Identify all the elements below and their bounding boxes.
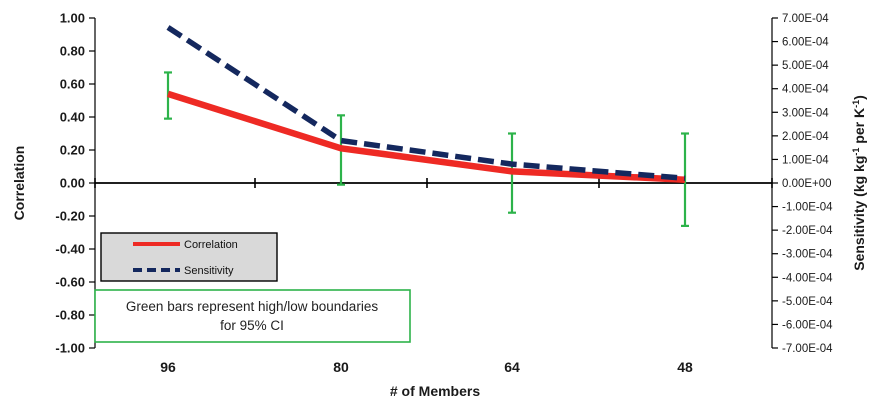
x-tick-label: 96 (160, 359, 176, 375)
x-tick-label: 64 (504, 359, 520, 375)
x-ticks: 96 80 64 48 (94, 178, 773, 375)
right-y-tick-label: -5.00E-04 (782, 296, 833, 308)
x-tick-label: 48 (677, 359, 693, 375)
right-y-tick-label: -6.00E-04 (782, 319, 833, 331)
ci-annotation-line1: Green bars represent high/low boundaries (126, 299, 378, 314)
right-y-tick-label: -3.00E-04 (782, 249, 833, 261)
right-y-tick-label: 0.00E+00 (782, 178, 832, 190)
right-y-tick-label: 2.00E-04 (782, 131, 829, 143)
right-y-tick-label: -1.00E-04 (782, 202, 833, 214)
right-y-tick-label: -7.00E-04 (782, 343, 833, 355)
left-y-ticks: 1.00 0.80 0.60 0.40 0.20 0.00 -0.20 -0.40 -0.60 -… (55, 11, 95, 356)
right-y-tick-label: 1.00E-04 (782, 154, 829, 166)
left-y-tick-label: -0.60 (55, 275, 85, 290)
right-y-axis-title: Sensitivity (kg kg-1 per K-1) (851, 95, 867, 271)
series-lines (166, 25, 686, 183)
x-tick-label: 80 (333, 359, 349, 375)
legend: Correlation Sensitivity (100, 232, 278, 282)
right-y-ticks: 7.00E-04 6.00E-04 5.00E-04 4.00E-04 3.00E-04… (772, 13, 833, 355)
right-y-tick-label: 5.00E-04 (782, 60, 829, 72)
left-y-tick-label: 0.20 (60, 143, 85, 158)
legend-label-sensitivity: Sensitivity (184, 265, 234, 277)
legend-label-correlation: Correlation (184, 239, 238, 251)
right-y-tick-label: 6.00E-04 (782, 37, 829, 49)
left-y-tick-label: 0.80 (60, 44, 85, 59)
left-y-tick-label: 1.00 (60, 11, 85, 26)
left-y-tick-label: 0.40 (60, 110, 85, 125)
left-y-axis-title: Correlation (11, 146, 27, 221)
series-line-correlation (167, 90, 686, 183)
left-y-tick-label: -0.20 (55, 209, 85, 224)
left-y-tick-label: 0.60 (60, 77, 85, 92)
right-y-tick-label: 3.00E-04 (782, 107, 829, 119)
right-y-tick-label: -4.00E-04 (782, 272, 833, 284)
series-line-sensitivity (166, 25, 686, 182)
left-y-tick-label: -0.40 (55, 242, 85, 257)
right-y-tick-label: 4.00E-04 (782, 84, 829, 96)
left-y-tick-label: -1.00 (55, 341, 85, 356)
legend-box (100, 232, 278, 282)
left-y-tick-label: -0.80 (55, 308, 85, 323)
ci-annotation: Green bars represent high/low boundaries… (94, 289, 411, 343)
right-y-tick-label: -2.00E-04 (782, 225, 833, 237)
error-bars (164, 71, 689, 227)
left-y-tick-label: 0.00 (60, 176, 85, 191)
ci-annotation-box (94, 289, 411, 343)
x-axis-title: # of Members (390, 383, 480, 399)
ci-annotation-line2: for 95% CI (220, 318, 284, 333)
right-y-tick-label: 7.00E-04 (782, 13, 829, 25)
